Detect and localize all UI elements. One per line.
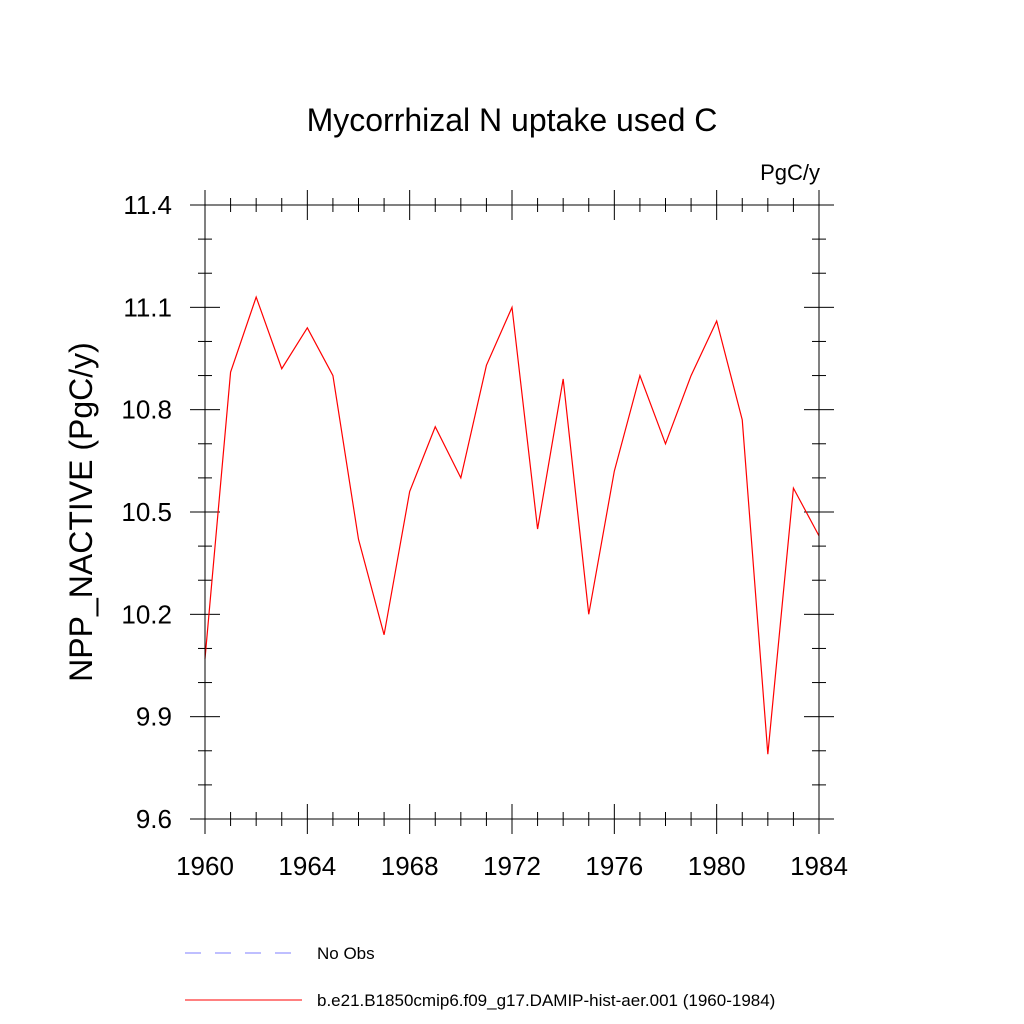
series-lines <box>204 295 820 756</box>
y-tick-label: 11.1 <box>123 292 172 322</box>
data-point <box>740 418 744 422</box>
units-label: PgC/y <box>760 160 820 185</box>
data-point <box>280 367 284 371</box>
data-point <box>766 752 770 756</box>
data-point <box>382 633 386 637</box>
data-point <box>433 425 437 429</box>
data-point <box>254 295 258 299</box>
legend-label: No Obs <box>317 944 375 963</box>
axis-ticks: 1960 1964 1968 1972 1976 1980 1984 9.6 9.9 10.2 10… <box>121 190 848 881</box>
y-axis-label: NPP_NACTIVE (PgC/y) <box>63 342 99 682</box>
data-point <box>331 374 335 378</box>
y-tick-label: 10.5 <box>121 497 172 527</box>
y-tick-label: 9.9 <box>136 702 172 732</box>
data-point <box>689 374 693 378</box>
data-point <box>612 469 616 473</box>
data-point <box>638 374 642 378</box>
y-tick-label: 11.4 <box>123 190 172 220</box>
legend-label: b.e21.B1850cmip6.f09_g17.DAMIP-hist-aer.… <box>317 991 775 1010</box>
chart-title: Mycorrhizal N uptake used C <box>307 102 718 138</box>
data-point <box>715 319 719 323</box>
x-tick-label: 1976 <box>585 851 643 881</box>
y-tick-label: 9.6 <box>136 804 172 834</box>
x-tick-label: 1964 <box>278 851 336 881</box>
data-point <box>791 486 795 490</box>
series-line <box>204 295 820 755</box>
data-point <box>408 490 412 494</box>
data-point <box>587 612 591 616</box>
y-tick-label: 10.2 <box>121 599 172 629</box>
data-point <box>510 305 514 309</box>
data-point <box>305 326 309 330</box>
data-point <box>459 476 463 480</box>
x-tick-label: 1968 <box>381 851 439 881</box>
x-tick-label: 1980 <box>688 851 746 881</box>
x-tick-label: 1984 <box>790 851 848 881</box>
data-point <box>561 377 565 381</box>
data-point <box>229 370 233 374</box>
y-tick-label: 10.8 <box>121 395 172 425</box>
data-point <box>664 442 668 446</box>
data-point <box>484 363 488 367</box>
data-point <box>536 527 540 531</box>
legend: No Obs b.e21.B1850cmip6.f09_g17.DAMIP-his… <box>185 944 775 1010</box>
plot-frame <box>204 204 820 820</box>
x-tick-label: 1972 <box>483 851 541 881</box>
data-point <box>357 537 361 541</box>
x-tick-label: 1960 <box>176 851 234 881</box>
